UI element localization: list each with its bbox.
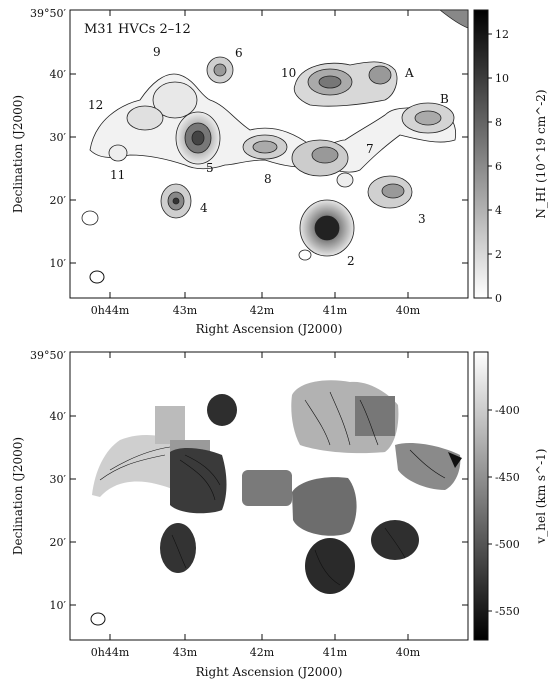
- top-ticks: [70, 10, 468, 298]
- velocity-map: [92, 380, 462, 594]
- ra-tick-label: 41m: [323, 646, 348, 659]
- ra-tick-label: 0h44m: [91, 304, 130, 317]
- velocity-colorbar-label: v_hel (km s^-1): [534, 449, 548, 545]
- colorbar-tick-label: 6: [495, 160, 502, 173]
- colorbar-tick-label: -550: [495, 605, 520, 618]
- dec-tick-label: 39°50′: [30, 7, 66, 20]
- cloud-label: 8: [264, 172, 272, 186]
- colorbar-tick-label: -400: [495, 404, 520, 417]
- colorbar-tick-label: 2: [495, 248, 502, 261]
- bottom-panel: 39°50′ 40′ 30′ 20′ 10′ 0h44m 43m 42m 41m…: [11, 349, 548, 679]
- ra-tick-label: 41m: [323, 304, 348, 317]
- dec-tick-label: 30′: [50, 131, 67, 144]
- dec-tick-label: 39°50′: [30, 349, 66, 362]
- dec-tick-label: 40′: [50, 68, 67, 81]
- bottom-x-axis-label: Right Ascension (J2000): [196, 665, 343, 679]
- beam-ellipse: [90, 612, 106, 626]
- top-y-axis-label: Declination (J2000): [11, 95, 25, 213]
- cloud-label: 10: [281, 66, 296, 80]
- cloud-label: B: [440, 92, 449, 106]
- top-panel: M31 HVCs 2–12 2 3 4 5 6 7 8 9 10 11 12 A…: [11, 7, 548, 336]
- beam-ellipse: [89, 270, 105, 284]
- colorbar-tick-label: -450: [495, 471, 520, 484]
- dec-tick-label: 40′: [50, 410, 67, 423]
- cloud-label: 3: [418, 212, 426, 226]
- dec-tick-label: 10′: [50, 599, 67, 612]
- cloud-label: 12: [88, 98, 103, 112]
- cloud-label: 2: [347, 254, 355, 268]
- velocity-contours: [99, 391, 446, 586]
- ra-tick-label: 40m: [396, 304, 421, 317]
- top-hvc-map: [81, 9, 469, 261]
- colorbar-tick-label: 10: [495, 72, 509, 85]
- colorbar-tick-label: 8: [495, 116, 502, 129]
- ra-tick-label: 42m: [250, 304, 275, 317]
- colorbar-tick-label: -500: [495, 538, 520, 551]
- nhi-colorbar: [473, 9, 489, 299]
- velocity-colorbar: [473, 351, 489, 641]
- cloud-label: 6: [235, 46, 243, 60]
- colorbar-tick-label: 4: [495, 204, 502, 217]
- cloud-label: 11: [110, 168, 125, 182]
- dec-tick-label: 10′: [50, 257, 67, 270]
- dec-tick-label: 20′: [50, 536, 67, 549]
- colorbar-tick-label: 12: [495, 28, 509, 41]
- cloud-label: 4: [200, 201, 208, 215]
- cloud-labels: 2 3 4 5 6 7 8 9 10 11 12 A B: [88, 45, 449, 268]
- ra-tick-label: 43m: [173, 646, 198, 659]
- ra-tick-label: 43m: [173, 304, 198, 317]
- top-x-axis-label: Right Ascension (J2000): [196, 322, 343, 336]
- dec-tick-label: 30′: [50, 473, 67, 486]
- nhi-colorbar-label: N_HI (10^19 cm^-2): [534, 89, 548, 218]
- ra-tick-label: 40m: [396, 646, 421, 659]
- cloud-label: A: [404, 66, 414, 80]
- cloud-label: 5: [206, 161, 214, 175]
- cloud-label: 7: [366, 142, 374, 156]
- dec-tick-label: 20′: [50, 194, 67, 207]
- ra-tick-label: 0h44m: [91, 646, 130, 659]
- bottom-ticks: [70, 352, 468, 640]
- cloud-label: 9: [153, 45, 161, 59]
- top-panel-title: M31 HVCs 2–12: [84, 22, 191, 37]
- ra-tick-label: 42m: [250, 646, 275, 659]
- colorbar-tick-label: 0: [495, 292, 502, 305]
- bottom-y-axis-label: Declination (J2000): [11, 437, 25, 555]
